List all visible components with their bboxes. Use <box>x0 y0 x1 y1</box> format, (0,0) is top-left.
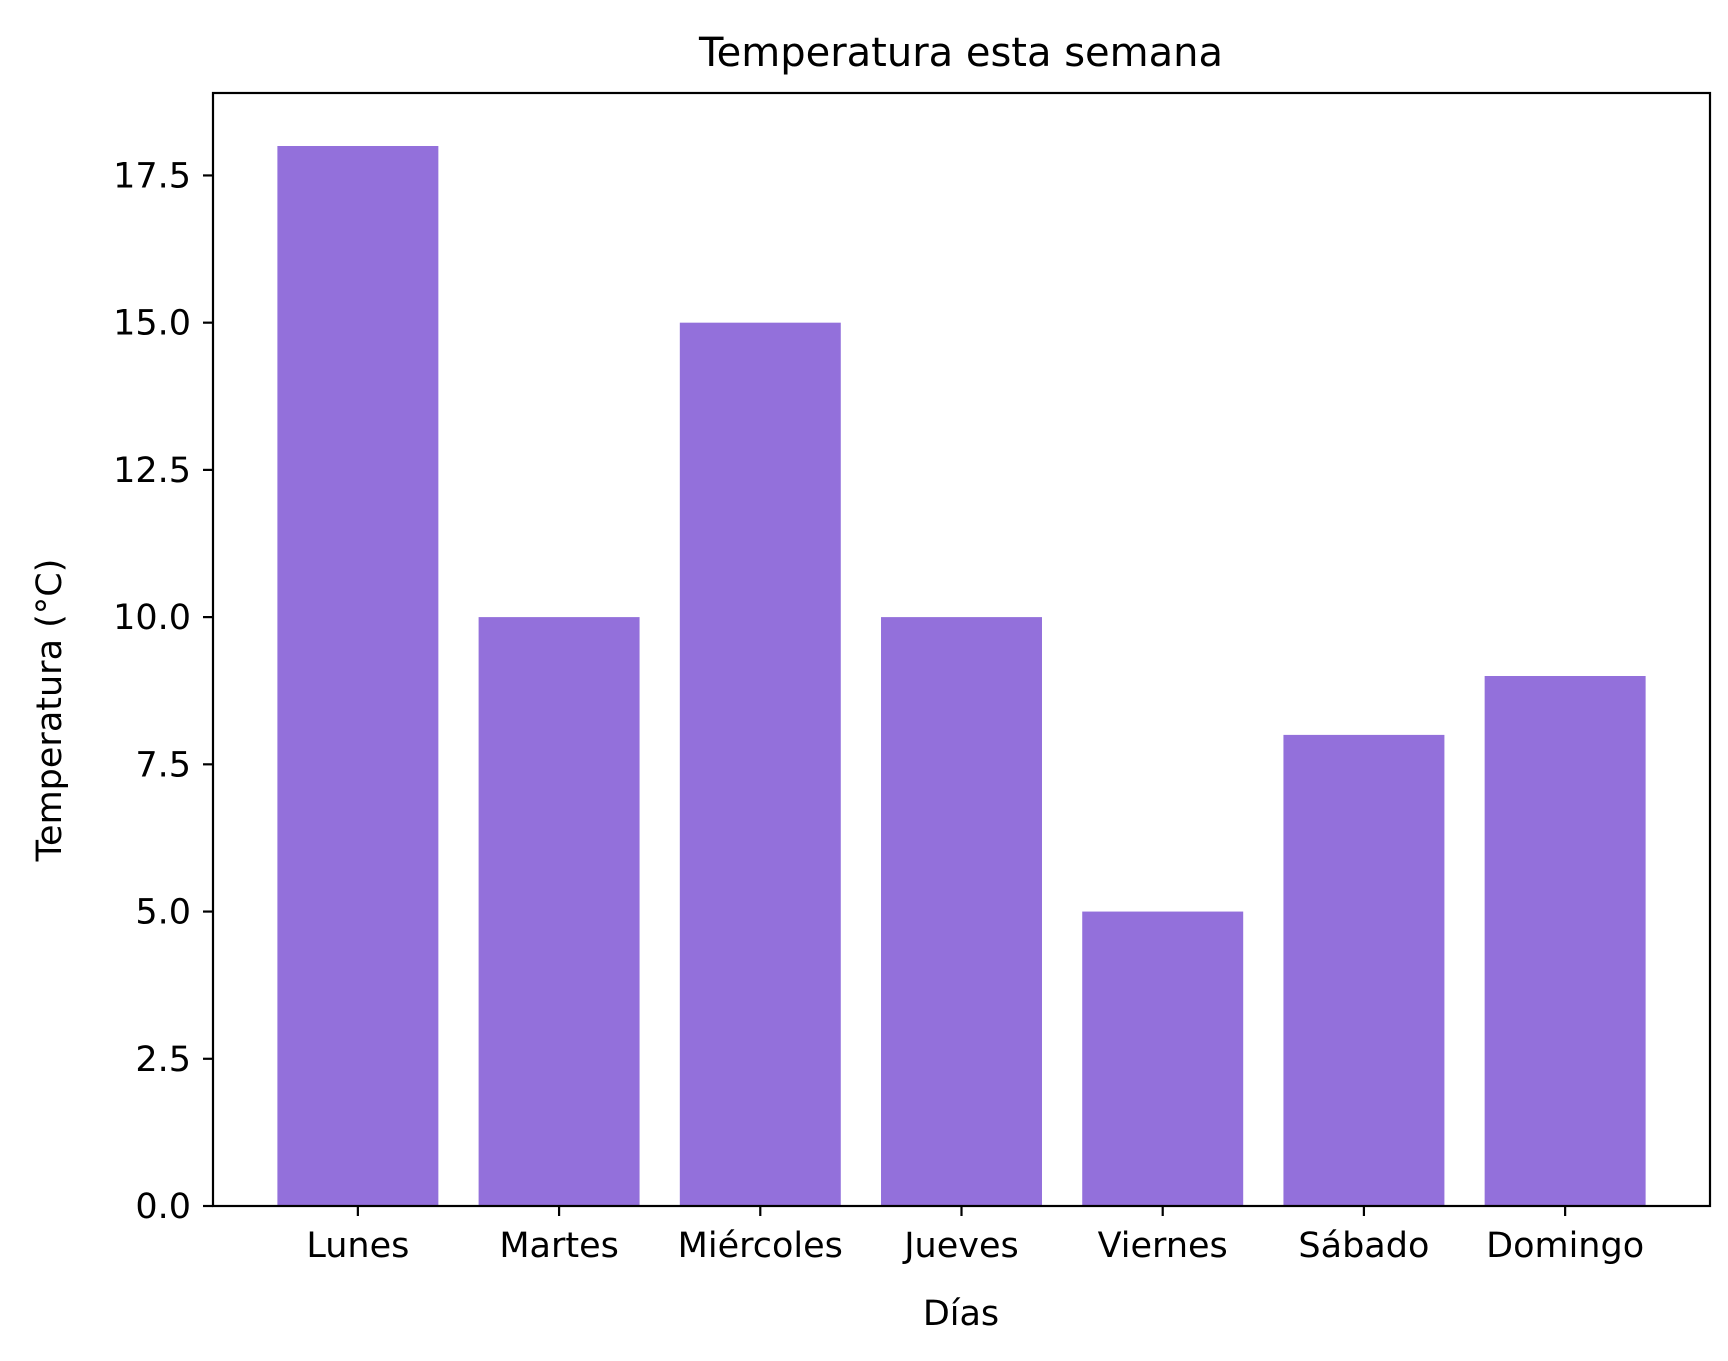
y-tick-label: 10.0 <box>113 598 191 638</box>
x-tick-label: Lunes <box>306 1226 409 1266</box>
bars-layer <box>277 146 1646 1206</box>
y-tick-label: 17.5 <box>113 156 191 196</box>
y-axis-label: Temperatura (°C) <box>30 559 70 863</box>
chart-title: Temperatura esta semana <box>698 30 1223 76</box>
x-tick-label: Miércoles <box>678 1226 843 1266</box>
bar-4 <box>1082 911 1244 1206</box>
bar-2 <box>679 322 841 1206</box>
y-tick-label: 2.5 <box>135 1040 191 1080</box>
y-tick-label: 15.0 <box>113 304 191 344</box>
x-axis: Lunes Martes Miércoles Jueves Viernes Sábado D… <box>306 1206 1644 1266</box>
bar-3 <box>881 617 1042 1206</box>
x-tick-label: Martes <box>499 1226 619 1266</box>
x-tick-label: Jueves <box>902 1226 1019 1266</box>
y-axis: 0.0 2.5 5.0 7.5 10.0 12.5 15.0 17.5 <box>113 156 213 1227</box>
bar-5 <box>1283 734 1445 1206</box>
x-tick-label: Viernes <box>1098 1226 1228 1266</box>
x-tick-label: Sábado <box>1298 1226 1429 1266</box>
x-tick-label: Domingo <box>1486 1226 1644 1266</box>
bar-1 <box>478 617 640 1206</box>
y-tick-label: 5.0 <box>135 893 191 933</box>
y-tick-label: 12.5 <box>113 451 191 491</box>
y-tick-label: 7.5 <box>135 745 191 785</box>
bar-0 <box>277 146 439 1206</box>
x-axis-label: Días <box>923 1294 999 1334</box>
y-tick-label: 0.0 <box>135 1187 191 1227</box>
bar-6 <box>1484 676 1646 1206</box>
